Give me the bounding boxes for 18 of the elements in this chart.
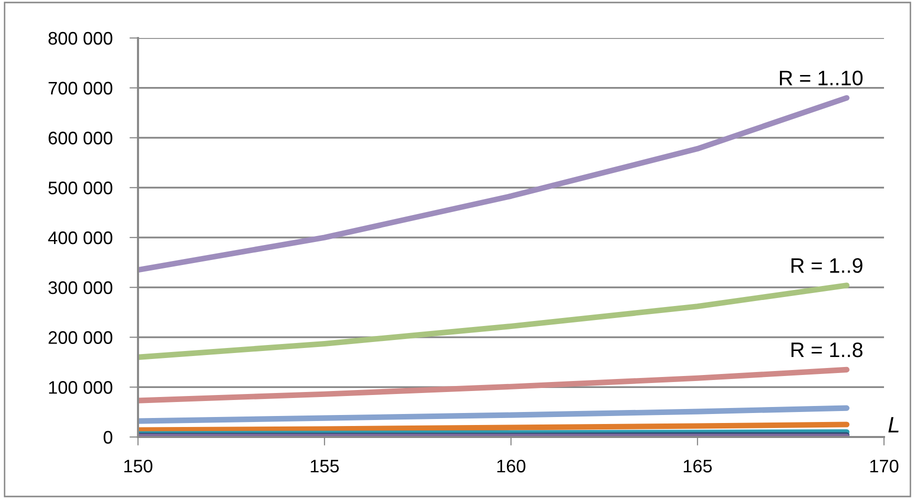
annotation: R = 1..10 <box>780 70 863 86</box>
x-tick-label: 170 <box>870 460 898 472</box>
y-tick-label: 0 <box>104 430 112 444</box>
y-tick-label: 400 000 <box>48 231 112 244</box>
annotation: R = 1..8 <box>792 342 862 358</box>
x-tick-label: 155 <box>310 460 339 472</box>
y-tick-label: 800 000 <box>48 32 112 45</box>
y-tick-label: 700 000 <box>48 82 112 95</box>
x-tick-label: 165 <box>684 460 712 472</box>
annotation: R = 1..9 <box>792 258 862 273</box>
y-tick-label: 300 000 <box>48 281 112 294</box>
y-tick-label: 100 000 <box>49 381 112 394</box>
y-tick-label: 200 000 <box>48 331 112 344</box>
y-tick-label: 600 000 <box>48 132 112 144</box>
x-axis-title: L <box>888 417 899 432</box>
y-tick-label: 500 000 <box>48 182 112 194</box>
x-tick-label: 160 <box>497 460 526 472</box>
x-tick-label: 150 <box>124 460 152 472</box>
